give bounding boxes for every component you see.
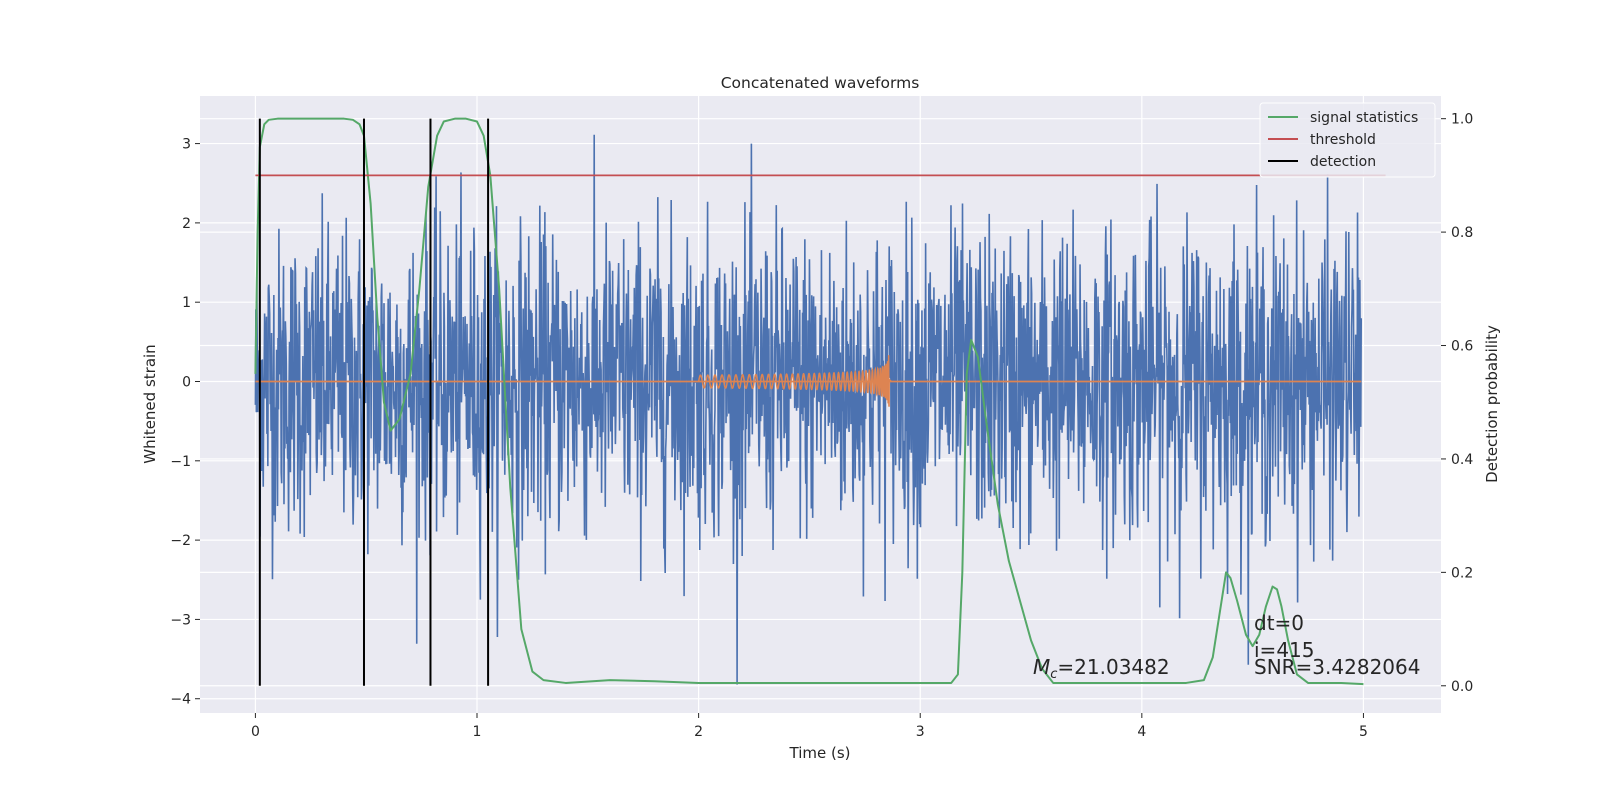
y-tick-label-2: −2	[170, 533, 191, 549]
x-tick-label-2: 2	[694, 724, 703, 740]
x-axis-label: Time (s)	[789, 744, 851, 762]
snr-annotation: SNR=3.4282064	[1254, 655, 1420, 679]
detection-series	[258, 118, 490, 686]
legend-box	[1259, 102, 1436, 178]
x-tick-label-3: 3	[916, 724, 925, 740]
y-tick-label-4: 0	[182, 375, 191, 391]
chirp-mass-value: =21.03482	[1057, 655, 1169, 679]
x-tick-label-1: 1	[473, 724, 482, 740]
signal-statistics-series	[254, 117, 1364, 686]
chirp-mass-annotation: Mc=21.03482	[1033, 655, 1170, 682]
y2-axis-label: Detection probability	[1483, 325, 1501, 483]
signal-statistics-line	[254, 117, 1364, 686]
x-tick-label-5: 5	[1359, 724, 1368, 740]
chart-title: Concatenated waveforms	[721, 74, 920, 92]
chirp-mass-subscript: c	[1050, 667, 1057, 682]
legend-label-signal-statistics: signal statistics	[1310, 110, 1418, 126]
legend-label-detection: detection	[1310, 154, 1376, 170]
y2-tick-label-2: 0.4	[1451, 452, 1473, 468]
template-chirp-line	[697, 355, 892, 407]
y2-tick-label-5: 1.0	[1451, 112, 1473, 128]
x-axis: 0 1 2 3 4 5	[251, 713, 1368, 740]
x-tick-label-4: 4	[1137, 724, 1146, 740]
y2-tick-label-4: 0.8	[1451, 225, 1473, 241]
y-tick-label-1: −3	[170, 612, 191, 628]
strain-line	[254, 134, 1363, 685]
legend: signal statistics threshold detection	[1259, 102, 1436, 178]
y-axis-right: 0.0 0.2 0.4 0.6 0.8 1.0	[1441, 112, 1473, 695]
y-tick-label-3: −1	[170, 454, 191, 470]
chirp-mass-symbol: M	[1033, 655, 1050, 679]
template-series	[255, 355, 1362, 407]
y-axis-left: −4 −3 −2 −1 0 1 2 3	[170, 137, 200, 708]
y-tick-label-0: −4	[170, 692, 191, 708]
y-tick-label-6: 2	[182, 216, 191, 232]
y-tick-label-7: 3	[182, 137, 191, 153]
index-annotation: i=415	[1254, 638, 1315, 662]
y2-tick-label-3: 0.6	[1451, 339, 1473, 355]
strain-series	[254, 134, 1363, 685]
y2-tick-label-0: 0.0	[1451, 679, 1473, 695]
legend-label-threshold: threshold	[1310, 132, 1376, 148]
y2-tick-label-1: 0.2	[1451, 565, 1473, 581]
y-tick-label-5: 1	[182, 295, 191, 311]
y-axis-label: Whitened strain	[141, 344, 159, 463]
x-tick-label-0: 0	[251, 724, 260, 740]
dt-annotation: dt=0	[1254, 611, 1304, 635]
